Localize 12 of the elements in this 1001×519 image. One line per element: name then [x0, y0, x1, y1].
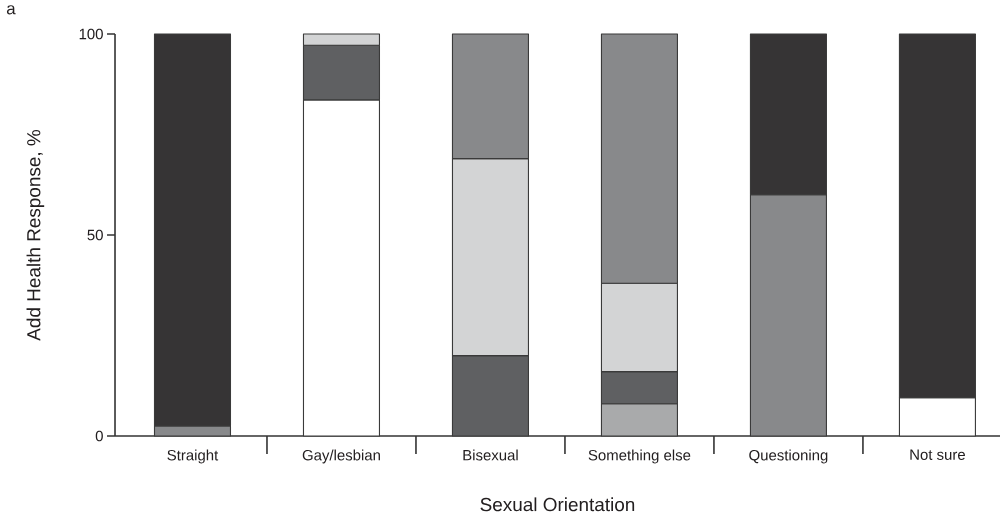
y-tick-label: 100: [79, 28, 103, 40]
x-tick-label: Straight: [167, 449, 219, 464]
y-tick-label: 50: [87, 229, 103, 241]
x-tick-label: Bisexual: [463, 449, 518, 461]
y-axis-title: Add Health Response, %: [26, 129, 45, 341]
x-tick-label: Something else: [588, 449, 691, 464]
text: a: [6, 5, 16, 15]
y-tick-label: 0: [95, 430, 103, 442]
x-tick-label: Gay/lesbian: [302, 449, 380, 464]
x-tick-label: Questioning: [749, 449, 828, 464]
x-axis-title: Sexual Orientation: [480, 497, 635, 512]
x-tick-label: Not sure: [910, 449, 965, 460]
